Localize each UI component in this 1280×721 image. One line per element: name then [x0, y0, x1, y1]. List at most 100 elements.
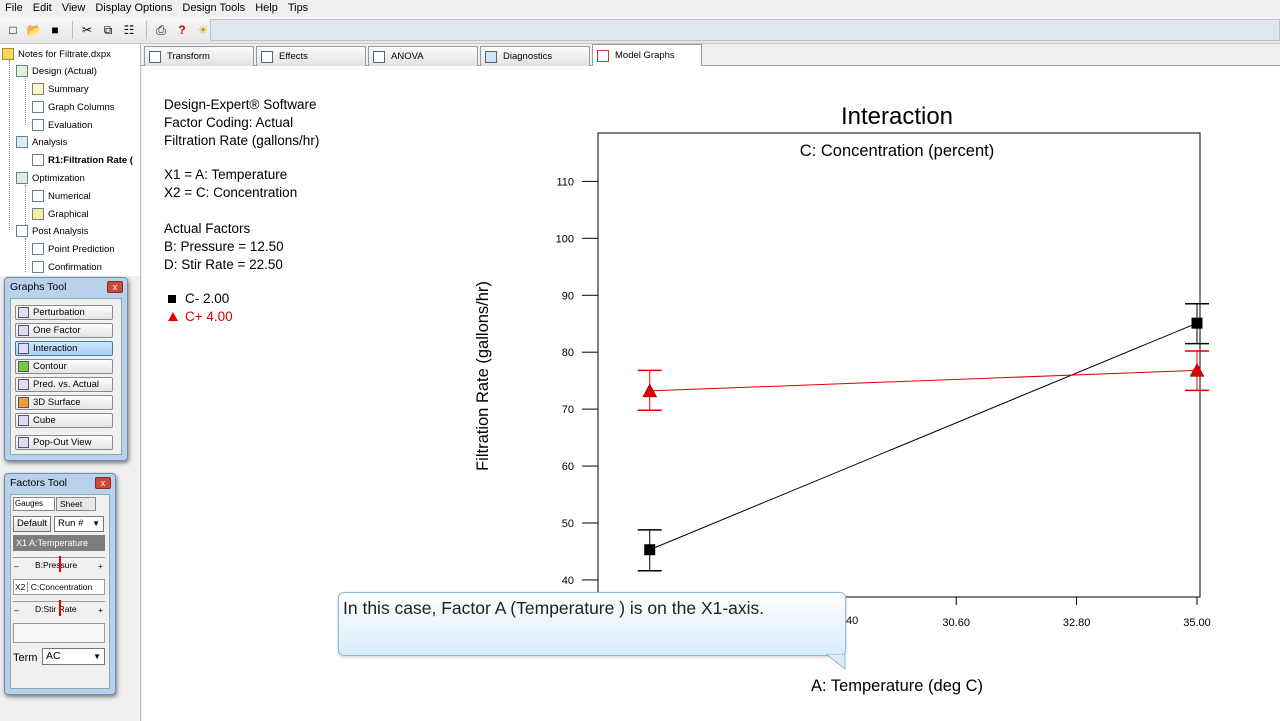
tree-evaluation[interactable]: Evaluation — [32, 117, 92, 133]
tree-numerical-label: Numerical — [48, 190, 91, 202]
square-marker-icon — [168, 294, 176, 303]
cut-icon[interactable]: ✂ — [81, 23, 93, 37]
numerical-icon — [32, 190, 44, 202]
pred-vs-actual-button[interactable]: Pred. vs. Actual — [15, 377, 113, 392]
tree-design[interactable]: Design (Actual) — [16, 63, 97, 79]
copy-icon[interactable]: ⧉ — [103, 22, 113, 37]
tab-sheet[interactable]: Sheet — [56, 497, 96, 511]
menu-display-options[interactable]: Display Options — [95, 2, 173, 14]
menu-help[interactable]: Help — [255, 2, 278, 14]
tab-bar: Transform Effects ANOVA Diagnostics Mode… — [141, 44, 1280, 66]
tree-confirmation[interactable]: Confirmation — [32, 259, 102, 275]
y-tick-label: 70 — [562, 404, 574, 416]
y-axis-label: Filtration Rate (gallons/hr) — [474, 281, 492, 471]
tab-gauges[interactable]: Gauges — [13, 497, 55, 511]
graphical-icon — [32, 208, 44, 220]
tree-analysis[interactable]: Analysis — [16, 134, 67, 150]
tree-graphical-label: Graphical — [48, 208, 89, 220]
tree-numerical[interactable]: Numerical — [32, 188, 91, 204]
info-x2: X2 = C: Concentration — [164, 185, 298, 200]
3d-surface-label: 3D Surface — [33, 397, 81, 408]
term-value: AC — [46, 650, 61, 662]
tree-summary-label: Summary — [48, 83, 89, 95]
diagnostics-icon — [485, 50, 497, 63]
one-factor-button[interactable]: One Factor — [15, 323, 113, 338]
tree-optimization-label: Optimization — [32, 172, 85, 184]
menu-tips[interactable]: Tips — [287, 2, 309, 14]
x2-prefix: X2 — [14, 582, 29, 592]
menu-file[interactable]: File — [5, 2, 23, 14]
factors-tool-title[interactable]: Factors Tool — [10, 477, 67, 489]
y-tick-label: 110 — [556, 176, 574, 188]
actual-factors-info: Actual Factors B: Pressure = 12.50 D: St… — [164, 220, 284, 274]
factor-x2-row[interactable]: X2 C:Concentration — [13, 579, 105, 595]
tab-diagnostics[interactable]: Diagnostics — [480, 46, 590, 66]
3d-surface-button[interactable]: 3D Surface — [15, 395, 113, 410]
pop-out-view-button[interactable]: Pop-Out View — [15, 435, 113, 450]
pressure-slider-handle[interactable] — [59, 556, 61, 572]
tab-transform[interactable]: Transform — [144, 46, 254, 66]
print-icon[interactable]: ⎙ — [156, 22, 166, 37]
menu-view[interactable]: View — [61, 2, 86, 14]
y-tick-label: 40 — [562, 575, 574, 587]
tree-point-prediction[interactable]: Point Prediction — [32, 241, 115, 257]
term-select[interactable]: AC ▼ — [42, 648, 105, 665]
callout-pointer — [826, 654, 846, 670]
legend-c-plus-label: C+ 4.00 — [185, 309, 233, 324]
info-pressure: B: Pressure = 12.50 — [164, 239, 284, 254]
new-file-icon[interactable]: □ — [9, 23, 17, 37]
tab-model-graphs[interactable]: Model Graphs — [592, 44, 702, 66]
factors-tool-window[interactable]: Factors Tool x Gauges Sheet Default Run … — [4, 473, 116, 695]
tree-design-label: Design (Actual) — [32, 65, 97, 77]
info-factor-coding: Factor Coding: Actual — [164, 115, 294, 130]
toolbar: □ 📂 ■ ✂ ⧉ ☷ ⎙ ? ☀ — [0, 17, 1280, 44]
save-icon[interactable]: ■ — [51, 23, 59, 37]
tree-summary[interactable]: Summary — [32, 81, 89, 97]
callout-text: In this case, Factor A (Temperature ) is… — [343, 598, 765, 618]
point-c-plus — [1189, 362, 1205, 377]
tree-root[interactable]: Notes for Filtrate.dxpx — [2, 46, 111, 62]
menu-edit[interactable]: Edit — [32, 2, 52, 14]
chevron-down-icon: ▼ — [93, 652, 101, 661]
x-tick-label: 30.60 — [942, 617, 970, 629]
term-label: Term — [13, 652, 38, 664]
help-icon[interactable]: ? — [178, 23, 186, 37]
default-button[interactable]: Default — [13, 516, 51, 532]
toolbar-empty-band — [210, 19, 1280, 41]
graphs-tool-window[interactable]: Graphs Tool x Perturbation One Factor In… — [4, 277, 128, 461]
perturbation-button[interactable]: Perturbation — [15, 305, 113, 320]
response-icon — [32, 154, 44, 166]
stir-rate-slider-handle[interactable] — [59, 600, 61, 616]
tree-r1-filtration-rate[interactable]: R1:Filtration Rate ( — [32, 152, 133, 168]
cube-button[interactable]: Cube — [15, 413, 113, 428]
graph-columns-icon — [32, 101, 44, 113]
graphs-tool-title[interactable]: Graphs Tool — [10, 281, 67, 293]
pop-out-view-label: Pop-Out View — [33, 437, 92, 448]
point-prediction-icon — [32, 243, 44, 255]
pressure-gauge[interactable]: – B:Pressure + — [13, 556, 105, 575]
interaction-button[interactable]: Interaction — [15, 341, 113, 356]
tree-root-label: Notes for Filtrate.dxpx — [18, 48, 111, 60]
tab-anova[interactable]: ANOVA — [368, 46, 478, 66]
menu-design-tools[interactable]: Design Tools — [182, 2, 246, 14]
paste-icon[interactable]: ☷ — [123, 23, 135, 37]
tip-lightbulb-icon[interactable]: ☀ — [197, 23, 209, 37]
chart-title: Interaction — [841, 103, 953, 130]
tab-effects[interactable]: Effects — [256, 46, 366, 66]
tree-line — [25, 185, 26, 227]
contour-button[interactable]: Contour — [15, 359, 113, 374]
run-select[interactable]: Run # ▼ — [54, 516, 104, 532]
tree-post-analysis[interactable]: Post Analysis — [16, 223, 89, 239]
point-c-minus — [1191, 317, 1203, 329]
close-icon[interactable]: x — [107, 281, 123, 293]
info-actual-header: Actual Factors — [164, 221, 251, 236]
tree-optimization[interactable]: Optimization — [16, 170, 85, 186]
open-folder-icon[interactable]: 📂 — [26, 23, 42, 37]
stir-rate-gauge[interactable]: – D:Stir Rate + — [13, 600, 105, 619]
minus-label: – — [14, 561, 19, 571]
tree-graphical[interactable]: Graphical — [32, 206, 89, 222]
tree-graph-columns[interactable]: Graph Columns — [32, 99, 115, 115]
close-icon[interactable]: x — [95, 477, 111, 489]
factor-x1-row[interactable]: X1 A:Temperature — [13, 535, 105, 551]
menu-bar: File Edit View Display Options Design To… — [0, 0, 1280, 16]
